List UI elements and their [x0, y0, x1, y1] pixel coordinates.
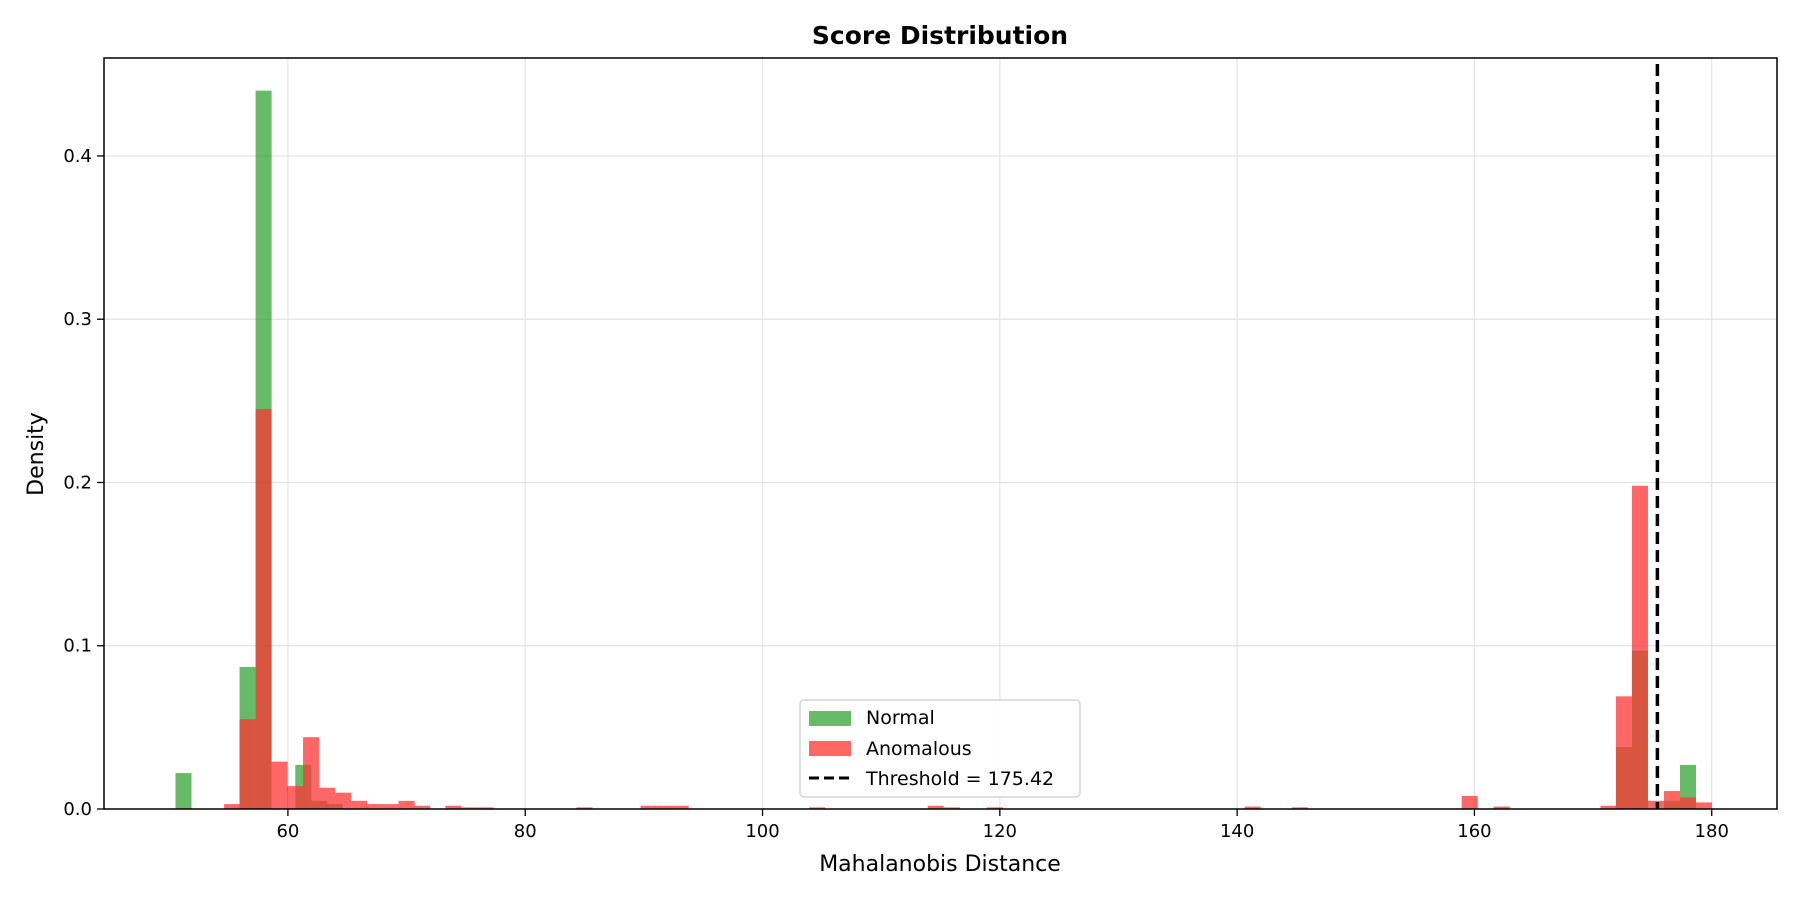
- grid: [104, 58, 1777, 809]
- anomalous-bar: [303, 737, 320, 809]
- anomalous-bar: [1244, 806, 1261, 809]
- x-tick-label: 180: [1695, 821, 1729, 842]
- anomalous-bar: [319, 787, 336, 809]
- normal-bar: [175, 773, 192, 809]
- legend-frame: [799, 699, 1081, 798]
- legend: Normal Anomalous Threshold = 175.42: [799, 699, 1081, 798]
- anomalous-bar: [576, 807, 593, 809]
- anomalous-bar: [1493, 806, 1510, 809]
- anomalous-bar: [927, 805, 944, 809]
- anomalous-bar: [987, 807, 1004, 809]
- y-tick-label: 0.1: [63, 636, 92, 657]
- anomalous-bar: [224, 804, 241, 809]
- anomalous-bar: [351, 800, 368, 809]
- anomalous-bar: [1292, 807, 1309, 809]
- anomalous-bar: [477, 807, 494, 809]
- x-tick-label: 160: [1457, 821, 1491, 842]
- axes: [103, 57, 1778, 810]
- y-axis-label: Density: [24, 412, 49, 496]
- anomalous-bar: [382, 804, 399, 809]
- anomalous-bar: [366, 804, 383, 809]
- anomalous-bar: [335, 792, 352, 809]
- anomalous-bar: [1631, 485, 1648, 809]
- legend-label-threshold: Threshold = 175.42: [865, 768, 1054, 790]
- x-tick-label: 60: [276, 821, 299, 842]
- x-tick-label: 140: [1220, 821, 1254, 842]
- anomalous-bar: [672, 805, 689, 809]
- anomalous-bar: [255, 409, 272, 809]
- anomalous-bar: [1663, 791, 1681, 809]
- anomalous-bar: [1696, 802, 1713, 809]
- anomalous-bar: [656, 805, 673, 809]
- anomalous-bar: [287, 786, 304, 809]
- legend-label-anomalous: Anomalous: [866, 738, 972, 760]
- ticks: 60 80 100 120 140 160 180 0.0 0.1 0.2 0.3 0.4: [63, 146, 1729, 842]
- chart-title: Score Distribution: [812, 21, 1068, 50]
- anomalous-bar: [398, 800, 415, 809]
- plot-frame: [103, 57, 1778, 810]
- legend-label-normal: Normal: [866, 707, 935, 729]
- legend-swatch-anomalous: [809, 741, 851, 756]
- y-tick-label: 0.0: [63, 799, 92, 820]
- anomalous-bar: [1461, 795, 1478, 809]
- anomalous-bar: [413, 805, 430, 809]
- anomalous-bar: [943, 807, 960, 809]
- y-tick-label: 0.4: [63, 146, 92, 167]
- y-tick-label: 0.3: [63, 309, 92, 330]
- anomalous-bar: [1680, 797, 1697, 809]
- anomalous-bar: [445, 805, 462, 809]
- x-tick-label: 120: [983, 821, 1017, 842]
- y-tick-label: 0.2: [63, 472, 92, 493]
- anomalous-bar: [271, 761, 288, 809]
- anomalous-bar: [1600, 805, 1617, 809]
- x-tick-label: 100: [745, 821, 779, 842]
- anomalous-bar: [461, 807, 478, 809]
- anomalous-bar: [640, 805, 657, 809]
- anomalous-bar: [239, 719, 256, 809]
- legend-swatch-normal: [809, 711, 851, 726]
- anomalous-bar: [1615, 696, 1632, 809]
- anomalous-bar: [809, 807, 826, 809]
- x-tick-label: 80: [514, 821, 537, 842]
- x-axis-label: Mahalanobis Distance: [819, 852, 1061, 877]
